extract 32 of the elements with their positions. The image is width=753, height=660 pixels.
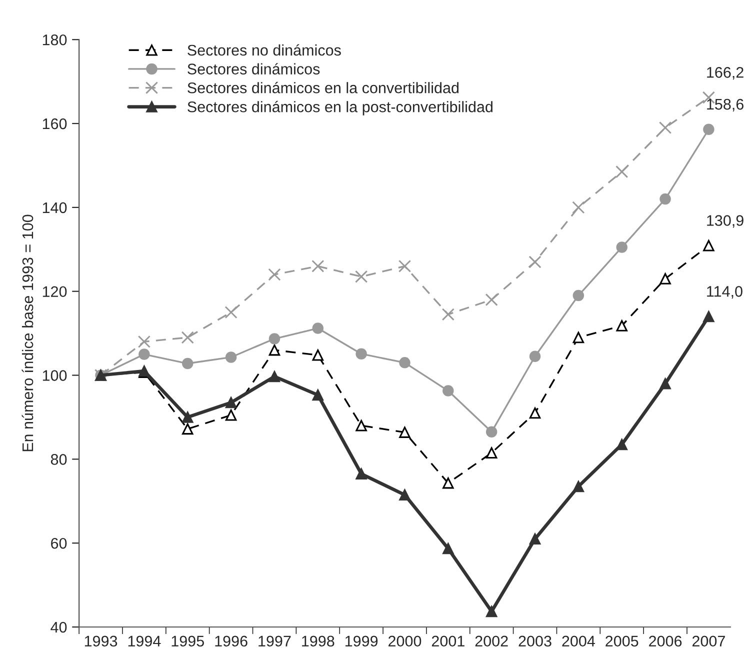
x-tick-label: 2007: [692, 636, 725, 647]
x-tick-label: 2006: [649, 636, 682, 647]
x-tick-label: 2000: [388, 636, 422, 647]
x-tick-label: 1997: [258, 636, 291, 647]
y-tick-label: 160: [42, 118, 67, 130]
data-label: 158,6: [707, 98, 744, 112]
y-tick-label: 120: [42, 286, 67, 298]
data-label: 114,0: [707, 286, 742, 299]
x-tick-label: 2004: [562, 636, 595, 647]
y-tick-label: 140: [42, 202, 67, 214]
x-tick-label: 1993: [84, 636, 118, 647]
y-axis-title: En número índice base 1993 = 100: [22, 214, 34, 452]
legend-label: Sectores dinámicos: [188, 63, 320, 74]
x-tick-label: 2002: [475, 636, 508, 647]
x-tick-label: 1996: [215, 636, 248, 647]
legend-label: Sectores dinámicos en la post-convertibilidad: [188, 100, 492, 116]
x-tick-label: 2005: [606, 636, 638, 647]
data-label: 130,9: [707, 215, 744, 228]
legend-label: Sectores no dinámicos: [188, 44, 341, 56]
x-tick-label: 2003: [518, 636, 552, 647]
legend-label: Sectores dinámicos en la convertibilidad: [188, 82, 459, 94]
y-tick-label: 180: [42, 34, 67, 46]
x-tick-label: 1999: [345, 636, 378, 647]
data-label: 166,2: [707, 66, 744, 80]
y-tick-label: 80: [50, 454, 67, 465]
x-tick-label: 1994: [128, 636, 161, 647]
x-tick-label: 2001: [432, 636, 464, 647]
y-tick-label: 60: [51, 538, 67, 549]
x-tick-label: 1995: [172, 636, 204, 647]
y-tick-label: 100: [42, 370, 67, 381]
x-tick-label: 1998: [302, 636, 334, 647]
y-tick-label: 40: [50, 622, 67, 633]
